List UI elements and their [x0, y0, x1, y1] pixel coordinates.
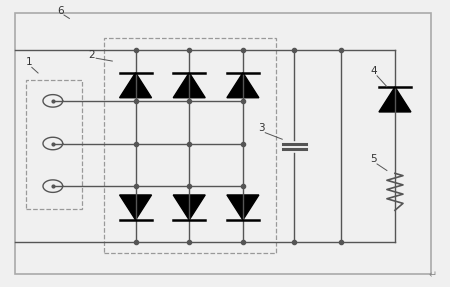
Text: ↵: ↵: [428, 270, 436, 280]
Polygon shape: [227, 73, 259, 98]
Polygon shape: [173, 73, 205, 98]
Text: 2: 2: [89, 50, 95, 60]
Polygon shape: [120, 195, 152, 220]
Polygon shape: [227, 195, 259, 220]
Text: 1: 1: [26, 57, 32, 67]
Text: 4: 4: [370, 66, 377, 76]
Bar: [26, 79, 82, 209]
Polygon shape: [173, 195, 205, 220]
Bar: [104, 38, 276, 253]
Polygon shape: [379, 87, 411, 112]
Text: 6: 6: [57, 6, 64, 16]
Text: 3: 3: [259, 123, 265, 133]
Text: 5: 5: [370, 154, 377, 164]
Polygon shape: [120, 73, 152, 98]
